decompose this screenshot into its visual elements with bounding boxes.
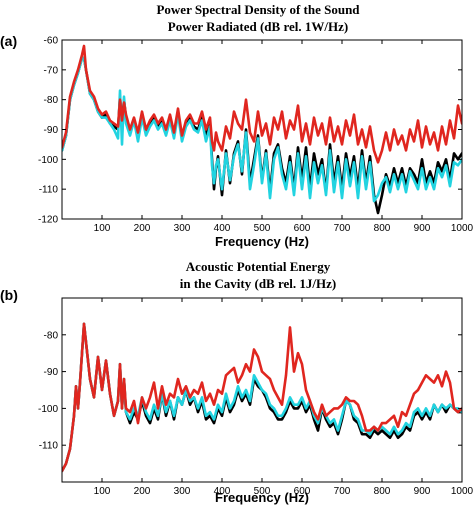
chart-a-plot-area: 100 200 300 400 500 600 700 800 900 1000 -60 -70 -80… — [38, 36, 474, 235]
chart-a-ytick-label: -100 — [38, 155, 58, 166]
chart-b-xtick-label: 700 — [334, 486, 351, 497]
chart-a-ytick-label: -120 — [38, 215, 58, 226]
chart-b-title-line1: Acoustic Potential Energy — [186, 259, 331, 274]
chart-a-xtick-label: 300 — [174, 223, 191, 234]
chart-b-title-line2: in the Cavity (dB rel. 1J/Hz) — [180, 276, 336, 291]
chart-a-panel-label: (a) — [0, 33, 17, 49]
chart-b-ytick-label: -100 — [38, 404, 58, 415]
chart-a-xtick-label: 600 — [294, 223, 311, 234]
chart-b-series-red — [62, 322, 462, 473]
chart-a-xtick-label: 800 — [374, 223, 391, 234]
chart-a-xlabel: Frequency (Hz) — [215, 234, 309, 249]
chart-a-xtick-label: 1000 — [451, 223, 474, 234]
chart-a-title-line2: Power Radiated (dB rel. 1W/Hz) — [168, 19, 348, 34]
chart-b-xtick-label: 400 — [214, 486, 231, 497]
chart-a-ytick-label: -70 — [44, 65, 59, 76]
chart-a-xtick-label: 400 — [214, 223, 231, 234]
chart-b-xtick-label: 900 — [414, 486, 431, 497]
chart-b-ytick-label: -110 — [39, 441, 59, 452]
chart-a-title-line1: Power Spectral Density of the Sound — [156, 2, 360, 17]
chart-b-ytick-label: -90 — [44, 367, 59, 378]
chart-b-xtick-label: 500 — [254, 486, 271, 497]
chart-a-xtick-label: 100 — [94, 223, 111, 234]
chart-b-plot-area: 100 200 300 400 500 600 700 800 900 1000 -80 -90 -10… — [38, 297, 474, 497]
chart-b-xtick-label: 800 — [374, 486, 391, 497]
chart-b-xtick-label: 200 — [134, 486, 151, 497]
chart-a-xtick-label: 200 — [134, 223, 151, 234]
chart-a-ytick-label: -80 — [44, 95, 59, 106]
chart-a-xtick-label: 900 — [414, 223, 431, 234]
chart-b-xtick-label: 600 — [294, 486, 311, 497]
chart-b-xtick-label: 300 — [174, 486, 191, 497]
chart-b-xtick-label: 1000 — [451, 486, 474, 497]
chart-b-ytick-label: -80 — [44, 330, 59, 341]
chart-b-xtick-label: 100 — [94, 486, 111, 497]
chart-b-panel-label: (b) — [0, 287, 18, 303]
chart-a-xtick-label: 700 — [334, 223, 351, 234]
chart-a-xtick-label: 500 — [254, 223, 271, 234]
chart-b-xlabel: Frequency (Hz) — [215, 490, 309, 505]
chart-a-ytick-label: -110 — [39, 185, 59, 196]
chart-a-series-red — [62, 44, 462, 164]
chart-a-ytick-label: -60 — [44, 36, 59, 47]
chart-a-ytick-label: -90 — [44, 125, 59, 136]
